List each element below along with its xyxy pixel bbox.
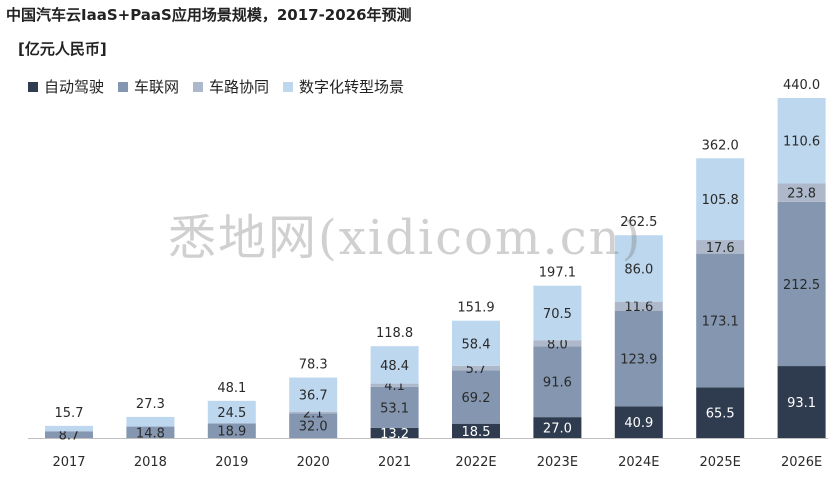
data-label: 8.7 — [59, 429, 80, 444]
bar-segment-digital-2021 — [370, 346, 419, 384]
bar-segment-v2x-2025E — [696, 240, 745, 254]
bar-segment-iov-2022E — [452, 370, 500, 424]
x-tick-label: 2024E — [618, 455, 659, 470]
legend-swatch-digital — [283, 81, 294, 92]
bar-segment-v2x-2022E — [452, 365, 500, 371]
bar-segment-digital-2017 — [45, 425, 93, 432]
x-tick-label: 2022E — [455, 455, 496, 470]
data-label: 93.1 — [787, 396, 816, 411]
data-label: 58.4 — [462, 337, 491, 352]
x-tick-label: 2017 — [52, 455, 85, 470]
total-label: 197.1 — [539, 266, 576, 281]
bar-segment-autonomous-2025E — [696, 387, 745, 438]
data-label: 70.5 — [543, 307, 572, 322]
data-label: 11.6 — [624, 300, 653, 315]
bar-segment-v2x-2020 — [289, 411, 338, 414]
bar-segment-digital-2024E — [614, 235, 663, 302]
bar-segment-iov-2024E — [614, 310, 663, 407]
data-label: 86.0 — [624, 262, 653, 277]
data-label: 8.0 — [547, 337, 568, 352]
legend: 自动驾驶 车联网 车路协同 数字化转型场景 — [28, 76, 404, 97]
data-label: 91.6 — [543, 376, 572, 391]
data-label: 110.6 — [783, 135, 820, 150]
bar-segment-autonomous-2021 — [370, 427, 419, 438]
data-label: 212.5 — [783, 278, 820, 293]
bar-segment-iov-2021 — [370, 386, 419, 428]
x-tick-label: 2019 — [215, 455, 248, 470]
bar-segment-iov-2025E — [696, 253, 745, 388]
total-label: 118.8 — [376, 326, 413, 341]
bar-segment-digital-2020 — [289, 377, 338, 412]
bar-segment-autonomous-2022E — [452, 423, 500, 438]
legend-label-digital: 数字化转型场景 — [299, 78, 405, 96]
legend-label-v2x: 车路协同 — [209, 78, 270, 96]
total-label: 362.0 — [702, 138, 739, 153]
bar-segment-iov-2023E — [533, 346, 582, 418]
legend-item-v2x: 车路协同 — [193, 76, 269, 97]
x-tick-label: 2020 — [297, 455, 330, 470]
bar-segment-digital-2018 — [126, 416, 175, 427]
total-label: 15.7 — [55, 406, 84, 421]
legend-item-autonomous: 自动驾驶 — [28, 76, 104, 97]
legend-swatch-v2x — [193, 81, 204, 92]
data-label: 14.8 — [136, 426, 165, 441]
bar-segment-autonomous-2023E — [533, 417, 582, 438]
data-label: 105.8 — [702, 193, 739, 208]
watermark: 悉地网(xidicom.cn) — [168, 210, 643, 266]
data-label: 40.9 — [624, 416, 653, 431]
data-label: 32.0 — [299, 420, 328, 435]
bar-segment-digital-2022E — [452, 320, 500, 366]
data-label: 18.5 — [462, 425, 491, 440]
x-tick-label: 2018 — [134, 455, 167, 470]
total-label: 48.1 — [217, 381, 246, 396]
total-label: 78.3 — [299, 357, 328, 372]
bar-segment-digital-2025E — [696, 158, 745, 241]
total-label: 262.5 — [620, 215, 657, 230]
data-label: 13.2 — [380, 427, 409, 442]
data-label: 69.2 — [462, 391, 491, 406]
bar-segment-digital-2026E — [777, 98, 826, 184]
data-label: 48.4 — [380, 359, 409, 374]
data-label: 27.0 — [543, 422, 572, 437]
legend-label-autonomous: 自动驾驶 — [44, 78, 105, 96]
x-tick-label: 2021 — [378, 455, 411, 470]
bar-segment-autonomous-2026E — [777, 366, 826, 438]
bar-segment-iov-2017 — [45, 431, 93, 438]
bar-segment-iov-2018 — [126, 426, 175, 438]
bar-segment-digital-2019 — [207, 400, 256, 424]
legend-item-digital: 数字化转型场景 — [283, 76, 404, 97]
data-label: 23.8 — [787, 187, 816, 202]
data-label: 173.1 — [702, 315, 739, 330]
bar-segment-autonomous-2024E — [614, 406, 663, 438]
legend-swatch-iov — [118, 81, 129, 92]
legend-swatch-autonomous — [28, 81, 38, 92]
bar-segment-v2x-2021 — [370, 383, 419, 387]
chart-title: 中国汽车云IaaS+PaaS应用场景规模，2017-2026年预测 — [6, 6, 412, 24]
total-label: 151.9 — [457, 301, 494, 316]
bar-segment-iov-2026E — [777, 201, 826, 367]
total-label: 27.3 — [136, 397, 165, 412]
data-label: 36.7 — [299, 389, 328, 404]
bar-segment-v2x-2023E — [533, 340, 582, 347]
bar-segment-v2x-2024E — [614, 301, 663, 311]
data-label: 24.5 — [217, 406, 246, 421]
bar-segment-iov-2020 — [289, 413, 338, 438]
data-label: 53.1 — [380, 401, 409, 416]
x-tick-label: 2026E — [781, 455, 822, 470]
unit-label: [亿元人民币] — [18, 40, 107, 58]
data-label: 65.5 — [706, 407, 735, 422]
x-tick-label: 2023E — [537, 455, 578, 470]
bar-segment-iov-2019 — [207, 423, 256, 438]
legend-item-iov: 车联网 — [118, 76, 179, 97]
bar-segment-v2x-2026E — [777, 183, 826, 202]
legend-label-iov: 车联网 — [134, 78, 180, 96]
total-label: 440.0 — [783, 78, 820, 93]
data-label: 17.6 — [706, 241, 735, 256]
data-label: 18.9 — [217, 425, 246, 440]
x-tick-label: 2025E — [700, 455, 741, 470]
data-label: 123.9 — [620, 353, 657, 368]
bar-segment-digital-2023E — [533, 285, 582, 341]
